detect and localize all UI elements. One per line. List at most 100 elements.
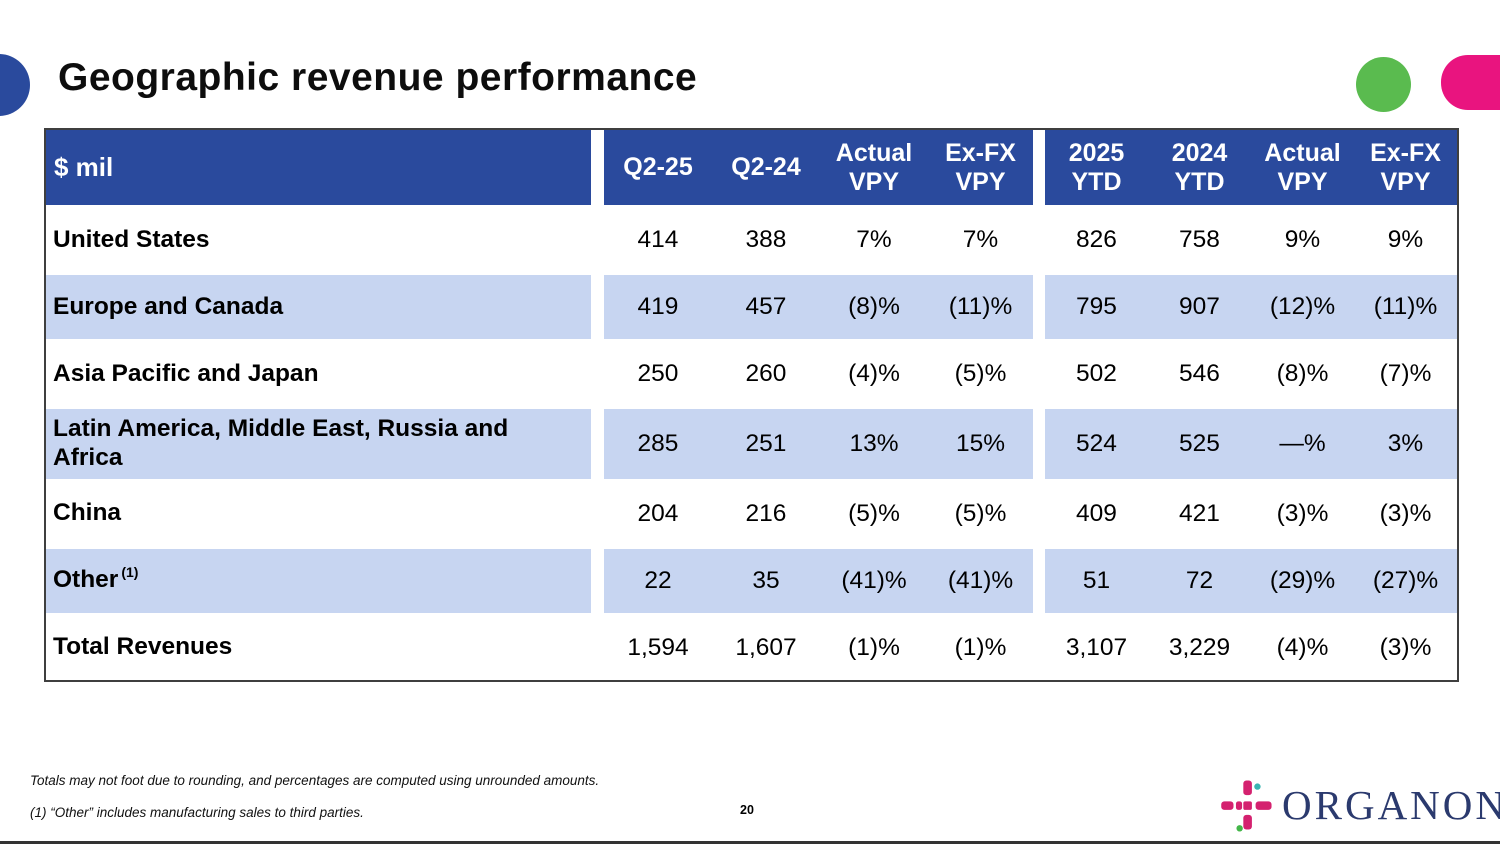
- table-row: Total Revenues 1,594 1,607 (1)% (1)% 3,107 3,2…: [46, 612, 1457, 680]
- table-cell: 421: [1148, 481, 1251, 546]
- row-label: China: [46, 481, 591, 546]
- table-cell: 3,107: [1045, 615, 1148, 680]
- column-gap: [591, 481, 604, 546]
- column-header: 2024 YTD: [1148, 130, 1251, 205]
- table-cell: (11)%: [1354, 275, 1457, 339]
- table-cell: (4)%: [820, 342, 928, 406]
- page-number: 20: [740, 803, 754, 817]
- table-cell: (27)%: [1354, 548, 1457, 613]
- unit-label: $ mil: [46, 130, 591, 205]
- table-cell: 22: [604, 548, 712, 613]
- table-row: China 204 216 (5)% (5)% 409 421 (3)% (3)%: [46, 478, 1457, 546]
- table-cell: 3,229: [1148, 615, 1251, 680]
- table-cell: (41)%: [928, 548, 1033, 613]
- table-cell: (4)%: [1251, 615, 1354, 680]
- footnote-rounding: Totals may not foot due to rounding, and…: [30, 773, 600, 788]
- table-cell: (11)%: [928, 275, 1033, 339]
- table-cell: (12)%: [1251, 275, 1354, 339]
- row-label-text: Total Revenues: [53, 633, 233, 661]
- table-cell: 285: [604, 409, 712, 479]
- table-cell: (1)%: [820, 615, 928, 680]
- table-cell: 457: [712, 275, 820, 339]
- table-cell: 3%: [1354, 409, 1457, 479]
- table-cell: 72: [1148, 548, 1251, 613]
- table-cell: 388: [712, 208, 820, 272]
- column-gap: [1033, 481, 1045, 546]
- table-cell: 7%: [928, 208, 1033, 272]
- geographic-revenue-table: $ mil Q2-25 Q2-24 Actual VPY Ex-FX VPY 2025 Y…: [44, 128, 1459, 682]
- column-gap: [591, 409, 604, 479]
- column-header: Ex-FX VPY: [1354, 130, 1457, 205]
- table-cell: (3)%: [1251, 481, 1354, 546]
- table-cell: 260: [712, 342, 820, 406]
- column-gap: [1033, 130, 1045, 205]
- table-cell: 419: [604, 275, 712, 339]
- column-gap: [1033, 275, 1045, 339]
- organon-logo: ORGANON ™: [1220, 776, 1500, 834]
- page-title: Geographic revenue performance: [58, 56, 698, 99]
- table-cell: 15%: [928, 409, 1033, 479]
- table-row: Asia Pacific and Japan 250 260 (4)% (5)% 502 5…: [46, 339, 1457, 406]
- column-header: Q2-24: [712, 130, 820, 205]
- footnote-marker: (1): [121, 563, 139, 580]
- column-gap: [591, 342, 604, 406]
- table-cell: 414: [604, 208, 712, 272]
- table-cell: 251: [712, 409, 820, 479]
- column-gap: [591, 615, 604, 680]
- table-cell: 13%: [820, 409, 928, 479]
- column-gap: [591, 208, 604, 272]
- table-cell: (41)%: [820, 548, 928, 613]
- table-cell: 250: [604, 342, 712, 406]
- column-gap: [1033, 342, 1045, 406]
- table-cell: (1)%: [928, 615, 1033, 680]
- table-cell: 907: [1148, 275, 1251, 339]
- organon-logo-icon: [1221, 780, 1272, 832]
- table-row: United States 414 388 7% 7% 826 758 9% 9%: [46, 205, 1457, 272]
- table-row: Latin America, Middle East, Russia and A…: [46, 406, 1457, 479]
- row-label-text: Europe and Canada: [53, 292, 284, 320]
- row-label-text: United States: [53, 225, 210, 253]
- table-cell: (8)%: [820, 275, 928, 339]
- table-cell: 51: [1045, 548, 1148, 613]
- row-label: Total Revenues: [46, 615, 591, 680]
- table-cell: 9%: [1354, 208, 1457, 272]
- row-label: Latin America, Middle East, Russia and A…: [46, 409, 591, 479]
- table-body: United States 414 388 7% 7% 826 758 9% 9% Europe …: [46, 205, 1457, 680]
- table-row: Europe and Canada 419 457 (8)% (11)% 795 907 (1…: [46, 272, 1457, 339]
- table-cell: (5)%: [928, 481, 1033, 546]
- column-gap: [1033, 615, 1045, 680]
- table-cell: 7%: [820, 208, 928, 272]
- table-cell: 758: [1148, 208, 1251, 272]
- table-cell: 525: [1148, 409, 1251, 479]
- table-cell: (7)%: [1354, 342, 1457, 406]
- column-gap: [1033, 409, 1045, 479]
- table-cell: 204: [604, 481, 712, 546]
- table-cell: 546: [1148, 342, 1251, 406]
- row-label-text: Latin America, Middle East, Russia and A…: [53, 415, 509, 471]
- table-cell: 1,594: [604, 615, 712, 680]
- table-row: Other (1) 22 35 (41)% (41)% 51 72 (29)% (27)%: [46, 545, 1457, 613]
- row-label-text: China: [53, 499, 122, 527]
- table-cell: 502: [1045, 342, 1148, 406]
- column-gap: [1033, 548, 1045, 613]
- row-label: Asia Pacific and Japan: [46, 342, 591, 406]
- row-label-text: Other: [53, 566, 119, 594]
- table-cell: (5)%: [820, 481, 928, 546]
- column-gap: [591, 548, 604, 613]
- table-cell: 826: [1045, 208, 1148, 272]
- table-cell: 524: [1045, 409, 1148, 479]
- row-label: United States: [46, 208, 591, 272]
- table-cell: 1,607: [712, 615, 820, 680]
- column-header: Actual VPY: [1251, 130, 1354, 205]
- row-label: Other (1): [46, 548, 591, 613]
- table-header-row: $ mil Q2-25 Q2-24 Actual VPY Ex-FX VPY 2025 Y…: [46, 130, 1457, 205]
- table-cell: (3)%: [1354, 615, 1457, 680]
- table-cell: (8)%: [1251, 342, 1354, 406]
- slide-bottom-edge: [0, 841, 1500, 844]
- column-gap: [591, 275, 604, 339]
- table-cell: (3)%: [1354, 481, 1457, 546]
- pink-pill-decoration: [1441, 55, 1500, 110]
- column-header: Actual VPY: [820, 130, 928, 205]
- row-label: Europe and Canada: [46, 275, 591, 339]
